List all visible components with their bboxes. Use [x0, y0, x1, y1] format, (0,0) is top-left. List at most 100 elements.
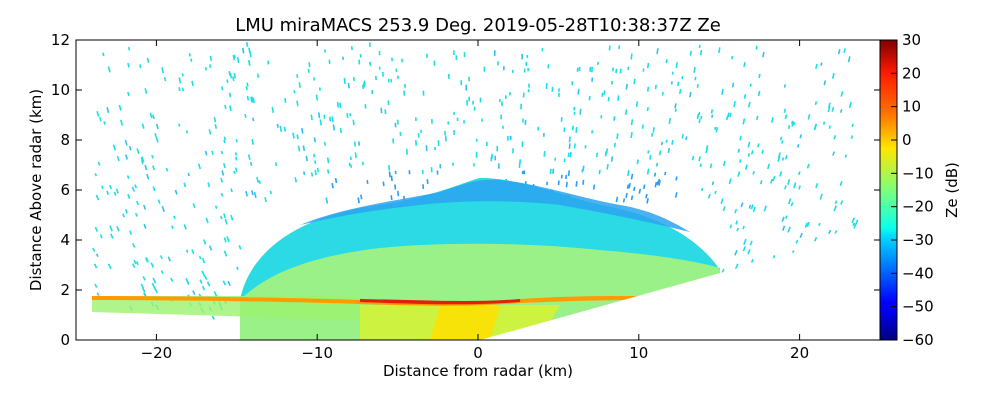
noise-speckle	[233, 72, 237, 79]
colorbar-tick-label: 10	[902, 98, 921, 116]
noise-speckle	[127, 62, 130, 68]
noise-speckle	[633, 78, 636, 84]
noise-speckle	[397, 75, 399, 80]
noise-speckle	[596, 61, 599, 66]
noise-speckle	[779, 136, 783, 141]
colorbar-ticks: 30 20 10 0 −10 −20 −30 −40 −50 −60	[891, 31, 934, 349]
noise-speckle	[520, 103, 522, 110]
noise-speckle	[349, 156, 352, 161]
noise-speckle	[190, 58, 193, 62]
noise-speckle	[95, 253, 99, 258]
noise-speckle	[475, 151, 478, 158]
noise-speckle	[211, 150, 214, 155]
noise-speckle	[645, 193, 648, 199]
colorbar-tick-label: −40	[902, 264, 934, 282]
noise-speckle	[737, 148, 741, 153]
noise-speckle	[235, 156, 238, 161]
noise-speckle	[761, 149, 764, 154]
noise-speckle	[819, 193, 823, 200]
noise-speckle	[568, 136, 571, 143]
noise-speckle	[658, 150, 662, 156]
noise-speckle	[654, 84, 657, 90]
noise-speckle	[246, 95, 250, 101]
noise-speckle	[781, 157, 785, 161]
noise-speckle	[715, 127, 719, 133]
noise-speckle	[452, 162, 454, 166]
noise-speckle	[630, 132, 633, 139]
noise-speckle	[734, 249, 738, 256]
noise-speckle	[96, 292, 100, 297]
noise-speckle	[750, 204, 754, 210]
noise-speckle	[823, 80, 827, 86]
noise-speckle	[709, 163, 713, 169]
noise-speckle	[202, 239, 207, 245]
noise-speckle	[298, 82, 301, 88]
noise-speckle	[497, 163, 500, 169]
noise-speckle	[563, 127, 566, 132]
noise-speckle	[192, 203, 196, 208]
noise-speckle	[689, 50, 692, 56]
noise-speckle	[140, 157, 144, 163]
noise-speckle	[728, 178, 732, 185]
noise-speckle	[642, 184, 646, 190]
radar-reflectivity-image	[92, 41, 880, 340]
noise-speckle	[665, 139, 668, 143]
noise-speckle	[700, 115, 703, 120]
noise-speckle	[698, 44, 701, 49]
noise-speckle	[463, 52, 466, 58]
noise-speckle	[198, 255, 202, 260]
colorbar-tick-label: −60	[902, 331, 934, 349]
noise-speckle	[772, 175, 776, 182]
noise-speckle	[197, 163, 201, 170]
noise-speckle	[545, 83, 548, 89]
noise-speckle	[793, 182, 797, 189]
noise-speckle	[565, 181, 568, 188]
noise-speckle	[638, 188, 642, 194]
noise-speckle	[831, 106, 835, 112]
noise-speckle	[238, 245, 242, 250]
noise-speckle	[202, 271, 206, 278]
noise-speckle	[848, 101, 852, 109]
noise-speckle	[777, 152, 781, 158]
noise-speckle	[528, 83, 530, 88]
noise-speckle	[204, 66, 208, 71]
noise-speckle	[144, 88, 148, 94]
noise-speckle	[625, 192, 628, 199]
noise-speckle	[342, 56, 345, 60]
noise-speckle	[201, 257, 206, 264]
noise-speckle	[232, 54, 236, 61]
x-axis-label: Distance from radar (km)	[383, 362, 573, 380]
noise-speckle	[141, 123, 145, 129]
noise-speckle	[671, 140, 674, 145]
noise-speckle	[735, 220, 739, 225]
noise-speckle	[653, 172, 657, 177]
noise-speckle	[763, 205, 767, 212]
noise-speckle	[524, 119, 527, 125]
noise-speckle	[220, 177, 223, 183]
noise-speckle	[815, 183, 819, 188]
noise-speckle	[787, 179, 791, 185]
noise-speckle	[394, 184, 397, 190]
noise-speckle	[143, 223, 147, 229]
noise-speckle	[558, 88, 560, 92]
noise-speckle	[733, 101, 736, 108]
noise-speckle	[576, 67, 579, 72]
noise-speckle	[264, 197, 267, 203]
noise-speckle	[465, 84, 468, 91]
noise-speckle	[468, 76, 470, 82]
noise-speckle	[296, 100, 299, 107]
noise-speckle	[213, 291, 218, 297]
noise-speckle	[748, 204, 752, 209]
noise-speckle	[828, 125, 832, 129]
noise-speckle	[610, 156, 614, 162]
noise-speckle	[384, 109, 387, 115]
noise-speckle	[252, 97, 255, 104]
noise-speckle	[740, 202, 744, 208]
noise-speckle	[230, 214, 234, 221]
noise-speckle	[310, 114, 313, 121]
noise-speckle	[575, 127, 578, 133]
noise-speckle	[743, 62, 746, 68]
noise-speckle	[135, 212, 138, 217]
noise-speckle	[818, 222, 821, 227]
